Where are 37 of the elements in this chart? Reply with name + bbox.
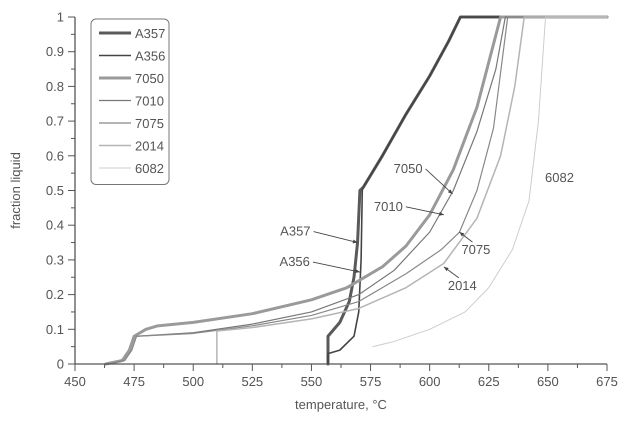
- y-tick-label: 0.6: [46, 148, 64, 164]
- legend-label: 7075: [135, 116, 164, 131]
- x-tick-label: 675: [596, 374, 618, 389]
- legend-label: 7050: [135, 71, 164, 86]
- y-tick-label: 0.5: [46, 183, 64, 198]
- x-tick-label: 600: [418, 374, 441, 389]
- y-tick-label: 0.7: [46, 114, 64, 129]
- x-tick-label: 625: [478, 374, 500, 389]
- x-tick-label: 475: [123, 374, 145, 389]
- x-tick-label: 575: [360, 374, 382, 389]
- annotation: A357: [280, 224, 311, 239]
- y-axis-title: fraction liquid: [8, 152, 23, 229]
- x-tick-label: 550: [300, 374, 322, 389]
- legend-label: 2014: [135, 138, 164, 154]
- annotation: 7075: [461, 242, 490, 258]
- y-tick-label: 0.2: [46, 287, 64, 302]
- y-tick-label: 0: [56, 356, 64, 372]
- y-tick-label: 0.8: [46, 78, 64, 94]
- y-tick-label: 1: [56, 10, 64, 24]
- annotation: 2014: [448, 278, 477, 293]
- annotation: A356: [280, 254, 310, 270]
- x-tick-label: 450: [64, 374, 86, 389]
- y-tick-label: 0.1: [46, 322, 64, 337]
- x-axis-title: temperature, °C: [295, 397, 387, 412]
- x-tick-label: 500: [182, 374, 204, 389]
- annotation: 7010: [374, 198, 403, 214]
- y-tick-label: 0.9: [46, 44, 64, 60]
- y-tick-label: 0.4: [46, 218, 64, 233]
- legend-label: 7010: [135, 94, 164, 108]
- annotation: 6082: [545, 170, 574, 185]
- y-tick-label: 0.3: [46, 252, 64, 268]
- legend-label: A356: [135, 48, 166, 64]
- x-tick-label: 650: [537, 374, 559, 389]
- annotation: 7050: [394, 160, 423, 176]
- legend-label: 6082: [135, 161, 164, 176]
- legend-label: A357: [135, 26, 166, 41]
- x-tick-label: 525: [241, 374, 264, 389]
